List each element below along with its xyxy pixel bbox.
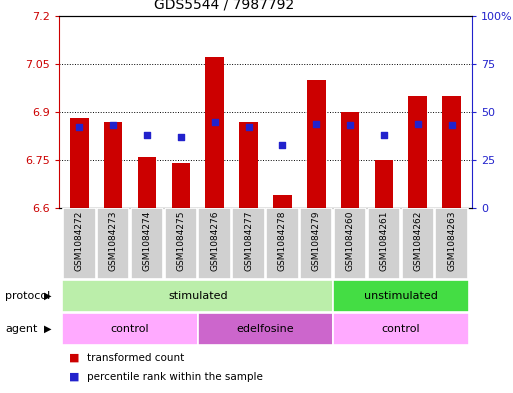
FancyBboxPatch shape xyxy=(334,208,366,279)
Text: control: control xyxy=(382,324,420,334)
Bar xyxy=(374,160,393,208)
Point xyxy=(245,124,253,130)
Point xyxy=(143,132,151,138)
FancyBboxPatch shape xyxy=(198,313,333,345)
FancyBboxPatch shape xyxy=(402,208,434,279)
Point xyxy=(380,132,388,138)
Text: protocol: protocol xyxy=(5,291,50,301)
Point xyxy=(278,141,286,148)
Text: GSM1084278: GSM1084278 xyxy=(278,210,287,271)
Text: agent: agent xyxy=(5,324,37,334)
Bar xyxy=(171,163,190,208)
Bar xyxy=(273,195,292,208)
FancyBboxPatch shape xyxy=(97,208,129,279)
FancyBboxPatch shape xyxy=(368,208,400,279)
Text: control: control xyxy=(111,324,149,334)
Point xyxy=(75,124,84,130)
Text: GSM1084274: GSM1084274 xyxy=(143,210,151,271)
Text: GSM1084262: GSM1084262 xyxy=(413,210,422,271)
FancyBboxPatch shape xyxy=(436,208,468,279)
Text: GSM1084279: GSM1084279 xyxy=(312,210,321,271)
Bar xyxy=(239,121,258,208)
Text: GSM1084263: GSM1084263 xyxy=(447,210,456,271)
FancyBboxPatch shape xyxy=(63,208,95,279)
FancyBboxPatch shape xyxy=(63,280,333,312)
Text: GSM1084261: GSM1084261 xyxy=(380,210,388,271)
FancyBboxPatch shape xyxy=(165,208,197,279)
Point xyxy=(211,118,219,125)
Text: ▶: ▶ xyxy=(44,291,51,301)
Text: GSM1084260: GSM1084260 xyxy=(346,210,354,271)
Text: GSM1084275: GSM1084275 xyxy=(176,210,185,271)
Text: ■: ■ xyxy=(69,372,80,382)
FancyBboxPatch shape xyxy=(232,208,265,279)
Bar xyxy=(408,96,427,208)
Point xyxy=(109,122,117,129)
Text: GSM1084272: GSM1084272 xyxy=(75,210,84,271)
Text: edelfosine: edelfosine xyxy=(236,324,294,334)
Text: ■: ■ xyxy=(69,353,80,363)
Text: GDS5544 / 7987792: GDS5544 / 7987792 xyxy=(154,0,294,12)
Bar xyxy=(205,57,224,208)
Bar xyxy=(442,96,461,208)
Text: GSM1084276: GSM1084276 xyxy=(210,210,219,271)
Bar xyxy=(70,118,89,208)
Text: percentile rank within the sample: percentile rank within the sample xyxy=(87,372,263,382)
Text: GSM1084273: GSM1084273 xyxy=(109,210,117,271)
FancyBboxPatch shape xyxy=(63,313,198,345)
FancyBboxPatch shape xyxy=(199,208,231,279)
FancyBboxPatch shape xyxy=(333,313,468,345)
Bar xyxy=(104,121,123,208)
Bar xyxy=(307,80,326,208)
Point xyxy=(312,120,320,127)
Text: stimulated: stimulated xyxy=(168,291,228,301)
FancyBboxPatch shape xyxy=(300,208,332,279)
FancyBboxPatch shape xyxy=(131,208,163,279)
FancyBboxPatch shape xyxy=(333,280,468,312)
Text: GSM1084277: GSM1084277 xyxy=(244,210,253,271)
Text: transformed count: transformed count xyxy=(87,353,185,363)
Text: ▶: ▶ xyxy=(44,324,51,334)
Point xyxy=(346,122,354,129)
Point xyxy=(177,134,185,140)
FancyBboxPatch shape xyxy=(266,208,299,279)
Bar xyxy=(137,157,156,208)
Text: unstimulated: unstimulated xyxy=(364,291,438,301)
Point xyxy=(447,122,456,129)
Bar xyxy=(341,112,360,208)
Point xyxy=(413,120,422,127)
